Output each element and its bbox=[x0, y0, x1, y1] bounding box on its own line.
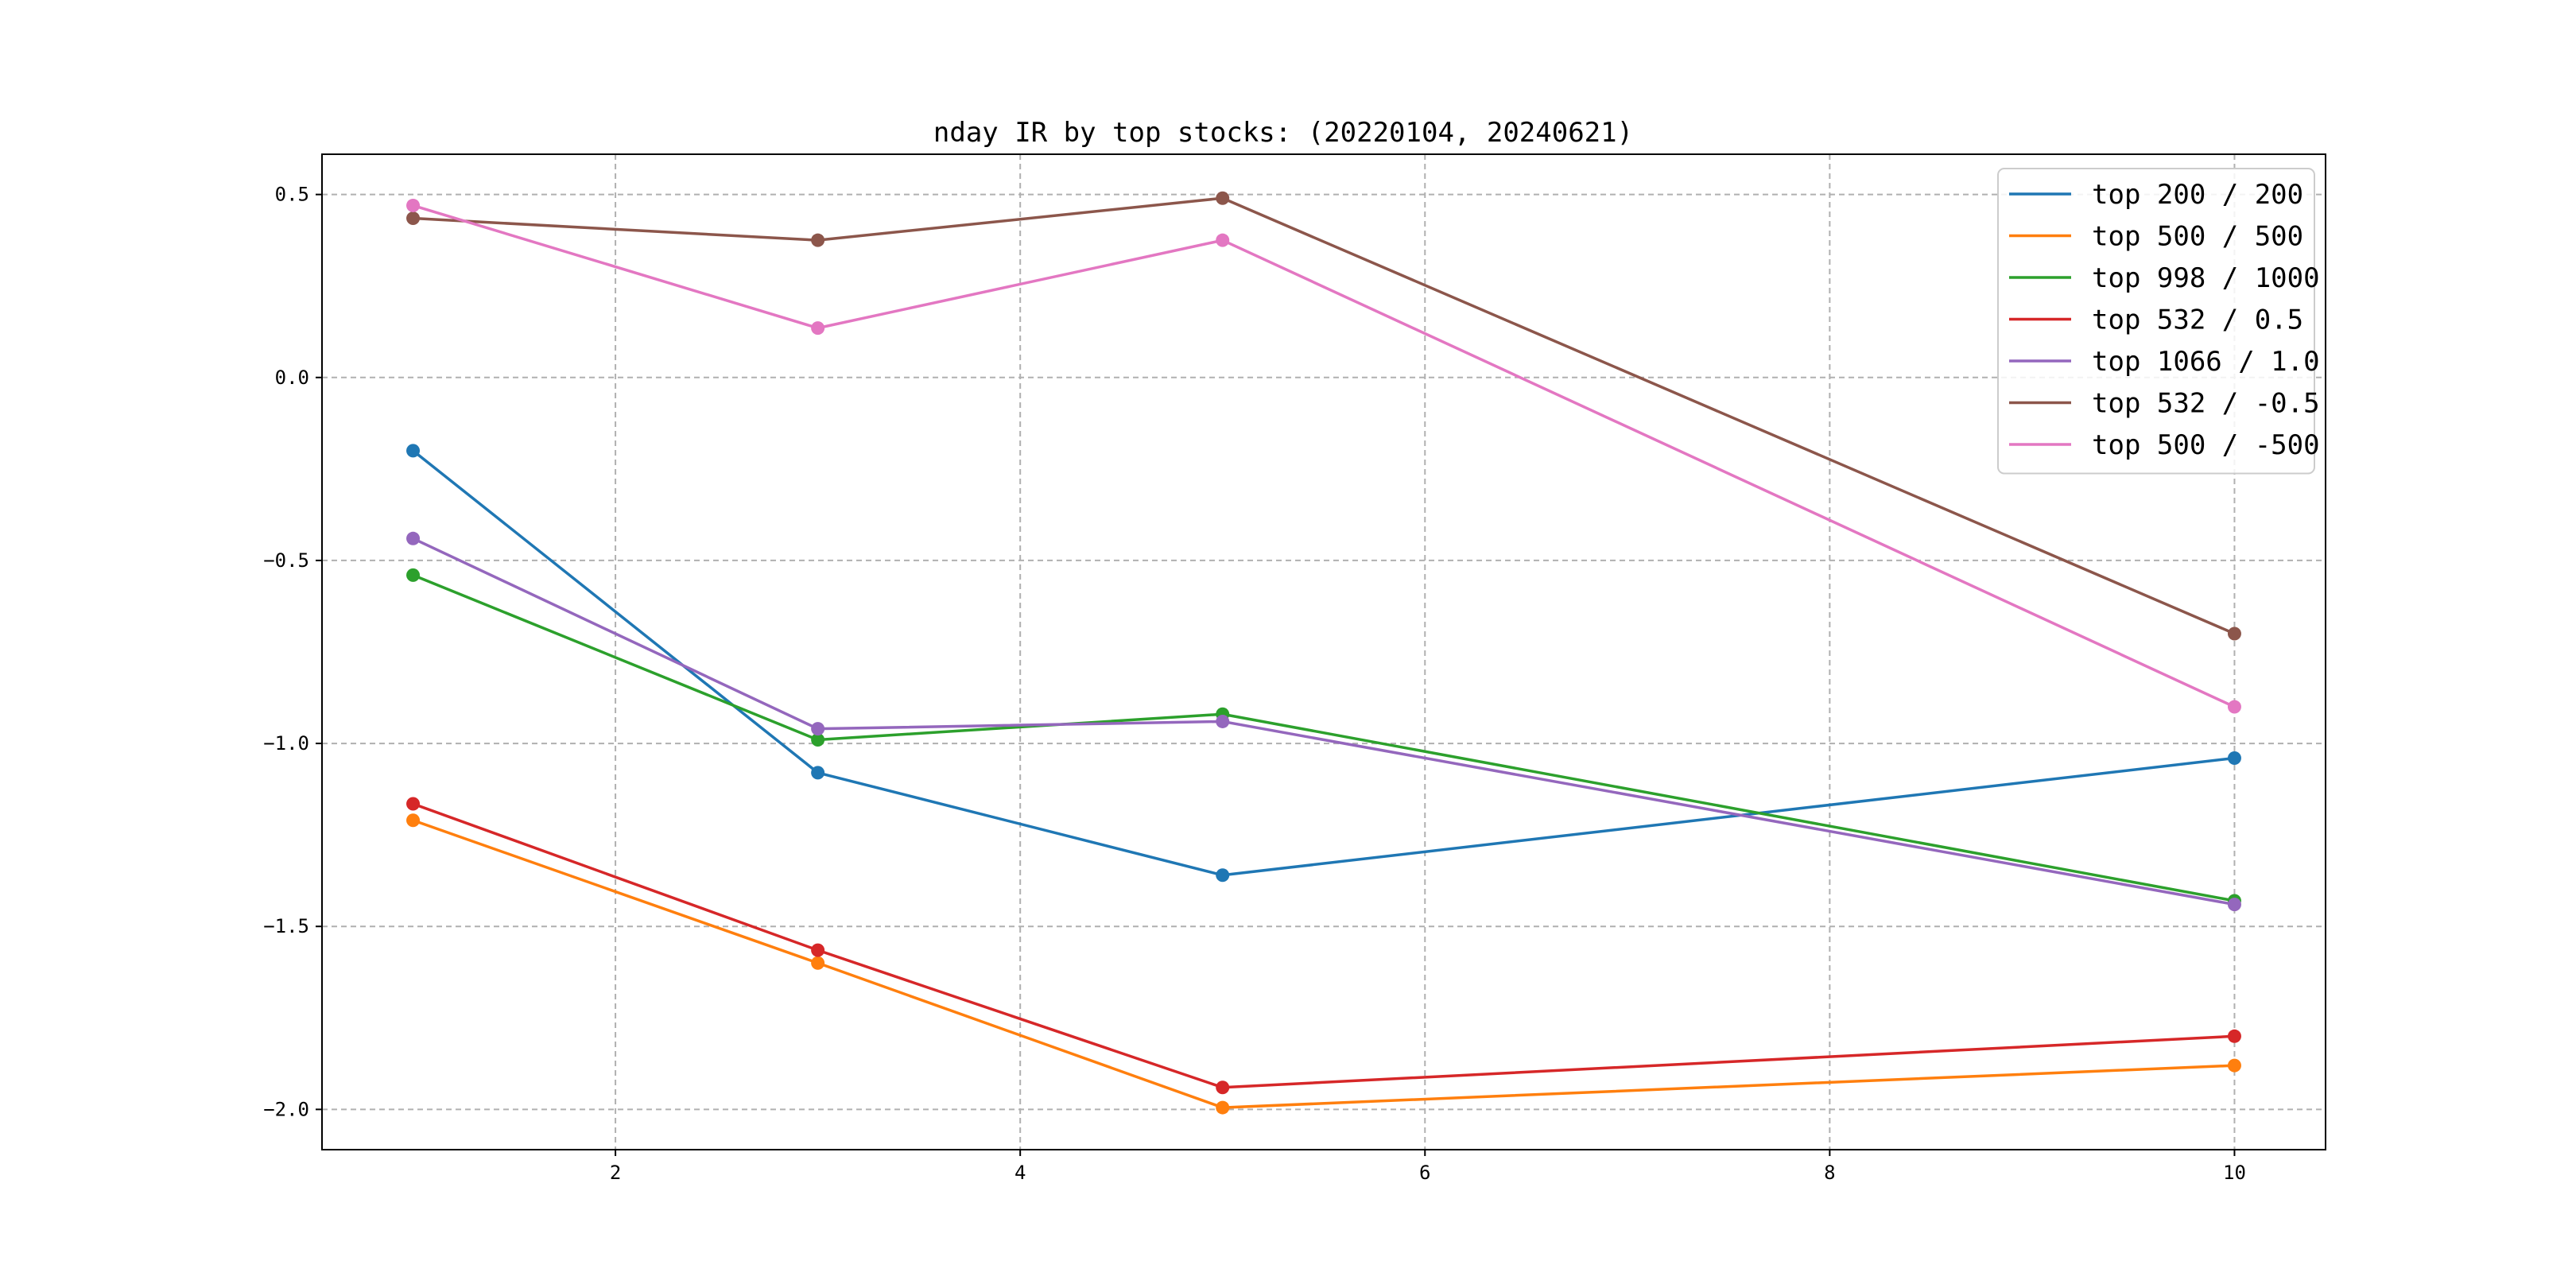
data-point bbox=[406, 813, 421, 828]
data-point bbox=[2227, 898, 2241, 912]
series-4 bbox=[406, 797, 2241, 1095]
data-point bbox=[1216, 714, 1230, 728]
series-line bbox=[412, 449, 2235, 877]
y-tick-label: −0.5 bbox=[263, 549, 309, 572]
y-tick-label: 0.5 bbox=[275, 184, 309, 206]
legend-item: top 1066 / 1.0 bbox=[2009, 346, 2320, 378]
data-point bbox=[406, 797, 421, 811]
legend-label: top 500 / 500 bbox=[2092, 221, 2303, 253]
legend-item: top 532 / 0.5 bbox=[2009, 305, 2303, 336]
legend-label: top 200 / 200 bbox=[2092, 179, 2303, 211]
data-point bbox=[1216, 191, 1230, 205]
data-point bbox=[811, 956, 825, 970]
legend-item: top 500 / 500 bbox=[2009, 221, 2303, 253]
data-point bbox=[406, 444, 421, 458]
x-tick-label: 10 bbox=[2223, 1162, 2246, 1184]
y-tick-label: 0.0 bbox=[275, 367, 309, 389]
data-point bbox=[811, 233, 825, 247]
y-tick-label: −1.5 bbox=[263, 915, 309, 937]
data-point bbox=[406, 531, 421, 545]
data-point bbox=[2227, 1029, 2241, 1043]
series-line bbox=[413, 196, 2236, 635]
legend-box bbox=[1997, 168, 2315, 475]
data-point bbox=[811, 943, 825, 957]
data-point bbox=[2227, 627, 2241, 641]
series-line bbox=[412, 537, 2235, 906]
x-tick-label: 4 bbox=[1014, 1162, 1026, 1184]
data-point bbox=[406, 198, 421, 212]
series-line bbox=[412, 819, 2235, 1109]
series-line bbox=[413, 204, 2236, 708]
series-5 bbox=[406, 531, 2241, 912]
x-tick-label: 2 bbox=[610, 1162, 621, 1184]
data-point bbox=[811, 766, 825, 780]
legend-item: top 500 / -500 bbox=[2009, 429, 2320, 461]
series-7 bbox=[406, 198, 2241, 714]
data-point bbox=[2227, 751, 2241, 765]
series-1 bbox=[406, 444, 2241, 883]
axis-ticks: 2 4 6 8 10 −2.0 −1.5 −1.0 −0.5 0.0 0.5 bbox=[263, 184, 2246, 1184]
legend: top 200 / 200 top 500 / 500 top 998 / 1000… bbox=[1997, 168, 2320, 475]
legend-label: top 998 / 1000 bbox=[2092, 262, 2320, 294]
data-point bbox=[811, 321, 825, 336]
legend-item: top 532 / -0.5 bbox=[2009, 388, 2320, 420]
data-point bbox=[2227, 1058, 2241, 1073]
plot-frame bbox=[321, 153, 2326, 1150]
series-6 bbox=[406, 191, 2241, 641]
grid bbox=[322, 154, 2326, 1150]
x-tick-label: 6 bbox=[1419, 1162, 1430, 1184]
data-point bbox=[406, 568, 421, 582]
series-line bbox=[412, 802, 2235, 1089]
legend-item: top 200 / 200 bbox=[2009, 179, 2303, 211]
legend-label: top 500 / -500 bbox=[2092, 429, 2320, 461]
data-point bbox=[406, 211, 421, 226]
data-point bbox=[1216, 1080, 1230, 1095]
legend-label: top 532 / 0.5 bbox=[2092, 305, 2303, 336]
legend-label: top 1066 / 1.0 bbox=[2092, 346, 2320, 378]
data-point bbox=[1216, 1100, 1230, 1115]
y-tick-label: −2.0 bbox=[263, 1098, 309, 1120]
series-2 bbox=[406, 813, 2241, 1115]
series-lines bbox=[406, 191, 2241, 1115]
series-line bbox=[412, 573, 2235, 902]
x-tick-label: 8 bbox=[1824, 1162, 1835, 1184]
data-point bbox=[811, 732, 825, 747]
legend-label: top 532 / -0.5 bbox=[2092, 388, 2320, 420]
data-point bbox=[811, 722, 825, 736]
legend-item: top 998 / 1000 bbox=[2009, 262, 2320, 294]
data-point bbox=[1216, 868, 1230, 883]
y-tick-label: −1.0 bbox=[263, 732, 309, 755]
chart-title: nday IR by top stocks: (20220104, 202406… bbox=[933, 117, 1633, 149]
data-point bbox=[1216, 233, 1230, 247]
data-point bbox=[2227, 700, 2241, 714]
